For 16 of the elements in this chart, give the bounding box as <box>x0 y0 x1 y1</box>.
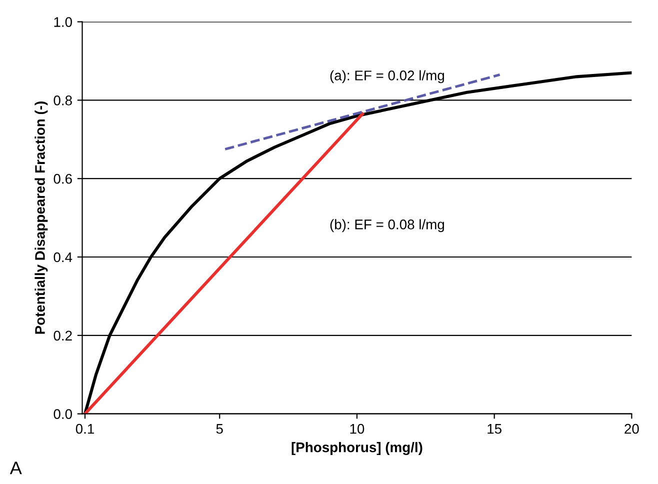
text: A <box>10 462 22 474</box>
x-axis-title: [Phosphorus] (mg/l) <box>292 442 422 456</box>
y-tick-label: 0.8 <box>54 96 72 106</box>
y-axis-title: Potentially Disappeared Fraction (-) <box>34 102 48 334</box>
x-tick-label: 0.1 <box>76 424 94 434</box>
x-tick-label: 5 <box>216 424 223 434</box>
x-tick-label: 10 <box>350 424 364 434</box>
y-tick-label: 1.0 <box>54 17 72 27</box>
annotation: (b): EF = 0.08 l/mg <box>330 219 444 232</box>
y-tick-label: 0.4 <box>54 252 72 262</box>
y-tick-label: 0.6 <box>54 174 72 184</box>
y-tick-label: 0.2 <box>54 330 72 341</box>
annotation: (a): EF = 0.02 l/mg <box>330 70 444 84</box>
x-tick-label: 20 <box>624 424 639 434</box>
y-tick-label: 0.0 <box>54 409 72 419</box>
x-tick-label: 15 <box>488 424 502 434</box>
